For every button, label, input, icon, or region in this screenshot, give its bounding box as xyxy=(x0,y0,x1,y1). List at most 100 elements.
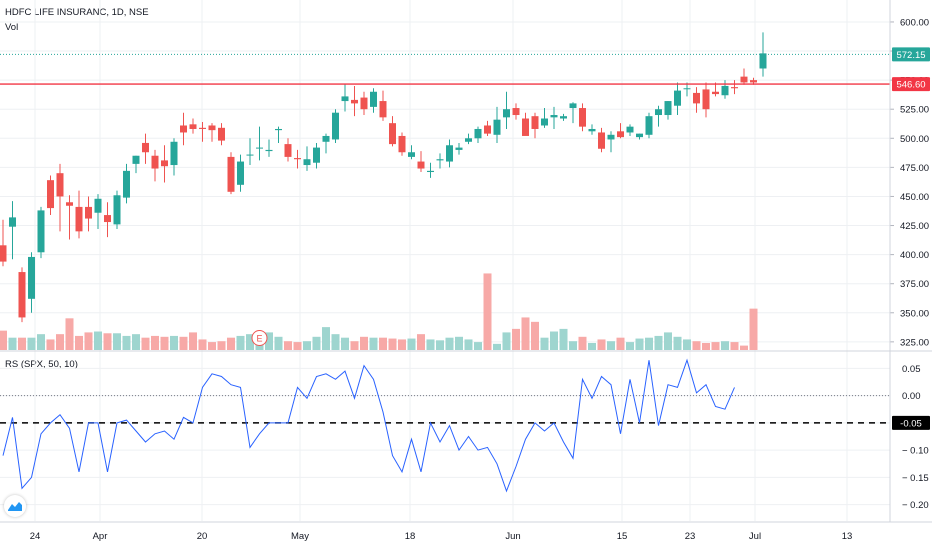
rs-level-label-box xyxy=(892,415,930,430)
volume-bar xyxy=(616,337,625,350)
price-axis-tick-label: 500.00 xyxy=(900,134,929,145)
volume-bar xyxy=(730,342,739,350)
candle-body xyxy=(151,155,159,169)
candle-body xyxy=(617,131,624,138)
candle-body xyxy=(208,125,216,131)
volume-bar xyxy=(113,333,121,350)
rs-axis-tick-label: − 0.15 xyxy=(902,473,929,484)
volume-bar xyxy=(483,273,492,350)
volume-bar xyxy=(246,334,254,350)
volume-bar xyxy=(284,341,292,350)
candle-body xyxy=(284,144,292,157)
candle-body xyxy=(123,170,130,198)
candle-body xyxy=(56,173,64,197)
candle-body xyxy=(721,85,729,96)
volume-bar xyxy=(0,330,7,350)
chart-title: HDFC LIFE INSURANC, 1D, NSE xyxy=(5,7,149,18)
volume-bar xyxy=(103,333,112,350)
candle-body xyxy=(28,256,35,299)
candle-body xyxy=(693,92,700,104)
volume-bar xyxy=(578,336,587,350)
volume-bar xyxy=(160,336,169,350)
volume-bar xyxy=(740,345,748,350)
candle-body xyxy=(9,217,16,227)
rs-line xyxy=(2,358,735,493)
candle-body xyxy=(189,124,197,129)
time-axis-tick-label: 23 xyxy=(685,531,696,542)
volume-bar xyxy=(654,335,663,350)
indicator-label: RS (SPX, 50, 10) xyxy=(5,359,78,370)
volume-bar xyxy=(721,341,729,350)
volume-bar xyxy=(749,308,758,350)
candle-body xyxy=(712,91,719,95)
volume-bar xyxy=(151,335,159,350)
candle-body xyxy=(598,132,605,149)
candle-body xyxy=(85,206,92,219)
volume-bar xyxy=(607,341,615,350)
volume-bar xyxy=(502,332,511,350)
candle-body xyxy=(322,135,330,142)
volume-bar xyxy=(692,341,701,350)
earnings-marker xyxy=(251,330,268,346)
candle-body xyxy=(104,215,111,223)
volume-bar xyxy=(341,337,349,350)
time-axis-tick-label: 20 xyxy=(197,531,208,542)
candle-body xyxy=(265,149,273,152)
candle-body xyxy=(607,134,615,140)
volume-bar xyxy=(702,342,710,350)
volume-bar xyxy=(170,335,178,350)
price-axis-tick-label: 425.00 xyxy=(900,221,929,232)
volume-bar xyxy=(683,339,691,350)
candle-body xyxy=(18,272,26,318)
volume-bar xyxy=(559,328,568,350)
time-axis-tick-label: Jul xyxy=(749,531,761,542)
candle-body xyxy=(569,103,577,109)
tradingview-logo-icon[interactable] xyxy=(4,495,26,517)
candle-body xyxy=(94,198,102,213)
volume-bar xyxy=(635,338,644,350)
candle-body xyxy=(512,108,520,116)
candle-body xyxy=(47,180,54,209)
volume-bar xyxy=(331,334,340,350)
volume-bar xyxy=(426,339,435,350)
candle-body xyxy=(465,138,472,142)
volume-bar xyxy=(46,339,55,350)
candle-body xyxy=(503,109,510,118)
candle-body xyxy=(740,76,748,83)
volume-bar xyxy=(360,336,368,350)
price-axis-tick-label: 475.00 xyxy=(900,163,929,174)
volume-bar xyxy=(18,337,26,350)
candle-body xyxy=(674,90,681,106)
candle-body xyxy=(37,210,45,253)
candle-body xyxy=(66,202,73,206)
candle-body xyxy=(522,118,529,136)
candle-body xyxy=(436,159,444,161)
volume-bar xyxy=(94,331,102,350)
candle-body xyxy=(161,160,168,167)
candle-body xyxy=(560,116,567,119)
volume-bar xyxy=(350,341,359,350)
price-axis-tick-label: 375.00 xyxy=(900,279,929,290)
candle-body xyxy=(731,87,738,89)
volume-bar xyxy=(227,337,235,350)
price-axis-tick-label: 400.00 xyxy=(900,250,929,261)
volume-bar xyxy=(141,337,150,350)
volume-bar xyxy=(464,339,473,350)
time-axis-tick-label: 13 xyxy=(842,531,853,542)
candle-body xyxy=(294,158,301,160)
candle-body xyxy=(227,156,235,192)
last-price-label: 572.15 xyxy=(896,50,925,61)
volume-bar xyxy=(711,342,720,350)
candle-body xyxy=(389,123,396,145)
price-axis-tick-label: 350.00 xyxy=(900,308,929,319)
volume-bar xyxy=(588,342,596,350)
volume-bar xyxy=(493,343,501,350)
candle-body xyxy=(683,88,691,90)
candle-body xyxy=(0,245,7,262)
volume-bar xyxy=(521,317,530,350)
volume-bar xyxy=(436,340,444,350)
candle-body xyxy=(446,145,453,162)
candle-body xyxy=(474,128,482,139)
resistance-price-label-box xyxy=(892,77,930,92)
